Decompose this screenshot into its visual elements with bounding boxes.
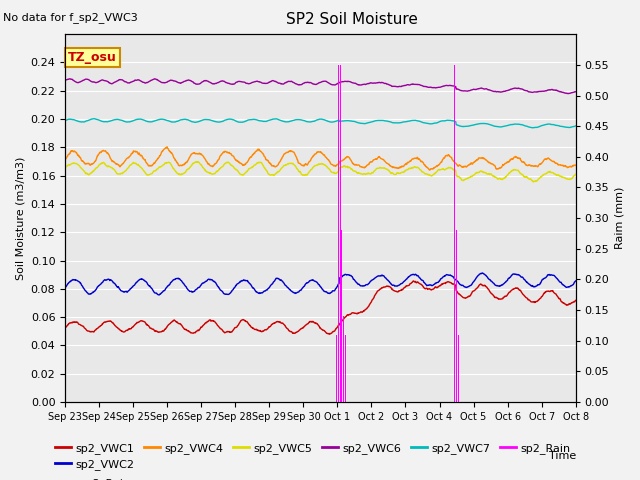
Bar (458, 335, 459, 402)
Bar (338, 65, 339, 402)
Bar (343, 316, 344, 402)
Text: No data for f_sp2_VWC3: No data for f_sp2_VWC3 (3, 12, 138, 23)
Text: TZ_osu: TZ_osu (68, 51, 116, 64)
Bar (454, 65, 455, 402)
Text: SP2 Soil Moisture: SP2 Soil Moisture (286, 12, 418, 27)
Y-axis label: Raim (mm): Raim (mm) (615, 187, 625, 249)
Bar (456, 230, 457, 402)
Y-axis label: Soil Moisture (m3/m3): Soil Moisture (m3/m3) (15, 156, 25, 280)
Legend: sp2_Rain: sp2_Rain (51, 474, 135, 480)
Bar (336, 335, 337, 402)
Text: Time: Time (548, 451, 576, 461)
Bar (345, 335, 346, 402)
Bar (341, 230, 342, 402)
Legend: sp2_VWC1, sp2_VWC2, sp2_VWC4, sp2_VWC5, sp2_VWC6, sp2_VWC7, sp2_Rain: sp2_VWC1, sp2_VWC2, sp2_VWC4, sp2_VWC5, … (51, 438, 575, 474)
